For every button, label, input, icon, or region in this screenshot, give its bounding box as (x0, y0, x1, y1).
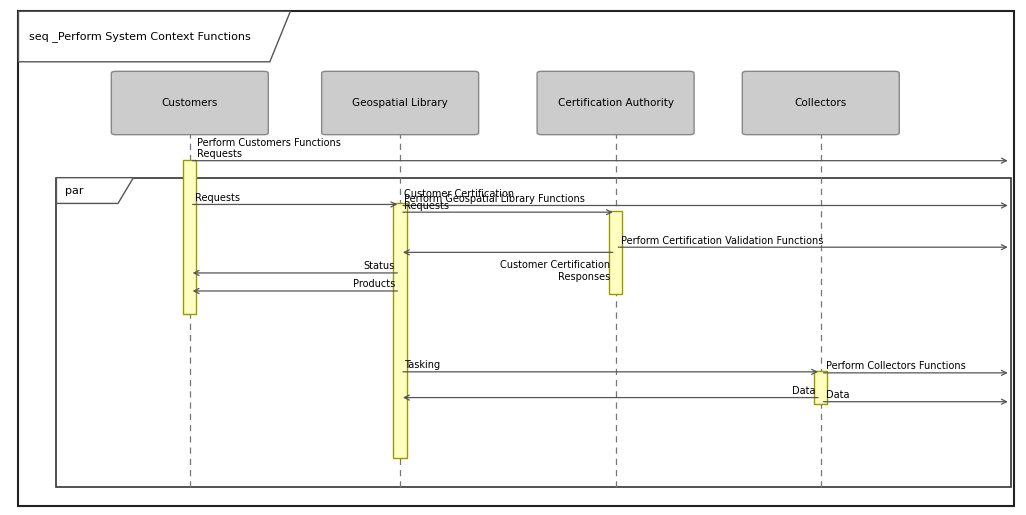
Text: Collectors: Collectors (795, 98, 846, 108)
FancyBboxPatch shape (322, 71, 478, 134)
Text: Perform Geospatial Library Functions: Perform Geospatial Library Functions (404, 194, 585, 204)
Text: Data: Data (792, 386, 816, 396)
Text: Customer Certification
Responses: Customer Certification Responses (501, 260, 610, 282)
Bar (394, 203, 406, 458)
Bar (56, 178, 1011, 487)
Polygon shape (56, 178, 133, 203)
FancyBboxPatch shape (111, 71, 269, 134)
Text: Geospatial Library: Geospatial Library (352, 98, 448, 108)
Polygon shape (18, 11, 290, 62)
Text: Tasking: Tasking (404, 360, 440, 370)
Text: Status: Status (364, 262, 395, 271)
Text: Customers: Customers (162, 98, 218, 108)
Text: Perform Customers Functions
Requests: Perform Customers Functions Requests (197, 138, 341, 159)
Text: Certification Authority: Certification Authority (557, 98, 674, 108)
FancyBboxPatch shape (538, 71, 694, 134)
Text: par: par (65, 185, 83, 196)
Text: Perform Certification Validation Functions: Perform Certification Validation Functio… (621, 236, 823, 246)
Text: seq _Perform System Context Functions: seq _Perform System Context Functions (29, 31, 250, 42)
Text: Data: Data (826, 390, 850, 400)
Bar (183, 160, 197, 314)
Text: Perform Collectors Functions: Perform Collectors Functions (826, 362, 965, 371)
Text: Requests: Requests (195, 193, 240, 203)
Bar (609, 211, 622, 294)
Text: Customer Certification
Requests: Customer Certification Requests (404, 189, 514, 211)
Text: Products: Products (353, 280, 395, 289)
FancyBboxPatch shape (743, 71, 899, 134)
Bar (815, 371, 827, 404)
